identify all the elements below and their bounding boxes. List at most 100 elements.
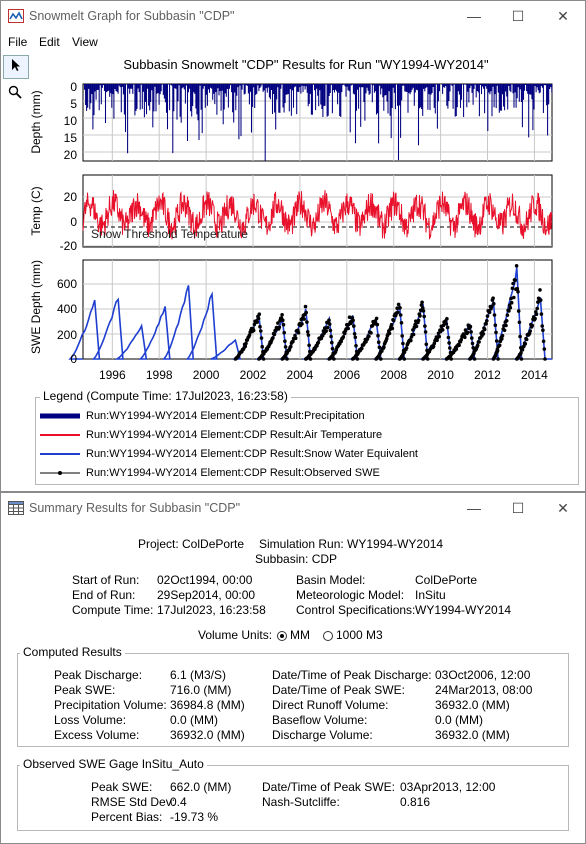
observed-swe-point — [423, 324, 427, 328]
observed-swe-point — [399, 321, 404, 325]
volume-units-1000m3-option[interactable]: 1000 M3 — [323, 628, 383, 642]
zoom-tool-button[interactable] — [3, 83, 27, 105]
observed-swe-point — [493, 323, 498, 327]
swe-tick-0: 0 — [70, 352, 77, 366]
magnifier-icon — [8, 85, 22, 99]
close-button[interactable]: ✕ — [557, 8, 569, 24]
observed-peak-swe-value: 662.0 (MM) — [170, 780, 232, 794]
observed-swe-point — [352, 332, 357, 336]
precip-ylabel: Depth (mm) — [29, 90, 43, 153]
baseflow-volume-value: 0.0 (MM) — [435, 713, 483, 727]
mm-radio[interactable] — [277, 631, 287, 641]
observed-swe-point — [260, 344, 265, 349]
observed-swe-point — [281, 318, 285, 322]
observed-swe-point — [516, 309, 521, 313]
observed-swe-point — [492, 313, 497, 317]
observed-swe-point — [459, 337, 464, 342]
menu-view[interactable]: View — [72, 35, 98, 49]
observed-swe-points — [233, 264, 547, 361]
observed-swe-point — [468, 324, 473, 329]
observed-swe-point — [352, 324, 356, 328]
pointer-icon — [12, 59, 20, 71]
peak-discharge-time-value: 03Oct2006, 12:00 — [435, 668, 531, 682]
basin-model-label: Basin Model: — [296, 573, 366, 587]
snowmelt-graph-window: Snowmelt Graph for Subbasin "CDP" — ☐ ✕ … — [0, 0, 586, 492]
observed-swe-point — [400, 334, 405, 338]
observed-swe-point — [398, 313, 403, 317]
observed-swe-point — [423, 330, 428, 334]
observed-swe-point — [504, 323, 508, 328]
summary-maximize-button[interactable]: ☐ — [511, 500, 525, 516]
observed-swe-point — [543, 357, 547, 361]
observed-swe-point — [303, 304, 308, 309]
observed-swe-point — [398, 306, 402, 310]
observed-peak-time-label: Date/Time of Peak SWE: — [262, 780, 395, 794]
precip-tick-5: 5 — [70, 97, 77, 111]
observed-swe-point — [306, 333, 311, 337]
observed-swe-point — [285, 357, 289, 361]
menu-file[interactable]: File — [8, 35, 28, 49]
observed-swe-point — [305, 320, 309, 324]
minimize-button[interactable]: — — [467, 8, 481, 24]
graph-titlebar[interactable]: Snowmelt Graph for Subbasin "CDP" — ☐ ✕ — [1, 1, 585, 31]
observed-swe-point — [351, 318, 355, 323]
observed-swe-point — [517, 320, 522, 325]
observed-swe-point — [330, 340, 334, 345]
observed-swe-title: Observed SWE Gage InSitu_Auto — [20, 757, 207, 771]
summary-window-title: Summary Results for Subbasin "CDP" — [29, 501, 241, 515]
x-tick-label: 2006 — [333, 368, 360, 382]
observed-swe-point — [327, 322, 332, 326]
app-logo-icon — [8, 9, 24, 23]
x-tick-label: 2008 — [380, 368, 407, 382]
observed-swe-point — [420, 300, 424, 305]
observed-swe-point — [293, 336, 298, 341]
legend-swatches — [40, 413, 80, 475]
precip-tick-20: 20 — [64, 148, 78, 162]
observed-swe-point — [291, 339, 295, 344]
observed-swe-point — [418, 314, 422, 318]
legend-label-temp: Run:WY1994-WY2014 Element:CDP Result:Air… — [86, 429, 383, 441]
menu-edit[interactable]: Edit — [39, 35, 60, 49]
pointer-tool-button[interactable] — [3, 55, 29, 79]
maximize-button[interactable]: ☐ — [511, 8, 525, 24]
observed-swe-point — [422, 314, 427, 319]
legend-title: Legend (Compute Time: 17Jul2023, 16:23:5… — [40, 389, 291, 403]
summary-titlebar[interactable]: Summary Results for Subbasin "CDP" — ☐ ✕ — [1, 493, 585, 523]
observed-swe-point — [257, 312, 262, 316]
observed-swe-point — [510, 286, 515, 291]
observed-swe-point — [515, 286, 520, 291]
precip-volume-value: 36984.8 (MM) — [170, 698, 245, 712]
summary-close-button[interactable]: ✕ — [557, 500, 569, 516]
observed-swe-point — [329, 334, 333, 339]
control-spec-label: Control Specifications: — [296, 603, 416, 617]
observed-swe-point — [539, 312, 544, 316]
peak-swe-time-value: 24Mar2013, 08:00 — [435, 683, 533, 697]
observed-swe-point — [283, 345, 288, 349]
1000m3-radio[interactable] — [323, 631, 333, 641]
compute-time-value: 17Jul2023, 16:23:58 — [157, 603, 266, 617]
observed-swe-point — [538, 298, 543, 302]
observed-swe-point — [512, 295, 516, 300]
observed-swe-point — [244, 341, 248, 346]
x-tick-label: 2014 — [521, 368, 548, 382]
project-label: Project: ColDePorte — [138, 537, 245, 551]
volume-units-mm-option[interactable]: MM — [277, 628, 310, 642]
observed-swe-point — [308, 357, 313, 361]
observed-swe-point — [341, 335, 346, 339]
observed-swe-point — [540, 324, 544, 328]
observed-peak-time-value: 03Apr2013, 12:00 — [400, 780, 496, 794]
observed-swe-point — [494, 330, 498, 335]
observed-swe-point — [409, 338, 413, 343]
summary-minimize-button[interactable]: — — [467, 500, 481, 516]
observed-peak-swe-label: Peak SWE: — [91, 780, 153, 794]
observed-swe-point — [502, 328, 507, 333]
observed-swe-point — [520, 348, 525, 352]
observed-swe-point — [258, 324, 262, 329]
observed-swe-point — [524, 337, 529, 342]
swe-tick-400: 400 — [57, 302, 77, 316]
graph-window-title: Snowmelt Graph for Subbasin "CDP" — [29, 9, 235, 23]
observed-swe-point — [300, 322, 304, 326]
observed-swe-point — [414, 324, 419, 329]
direct-runoff-label: Direct Runoff Volume: — [272, 698, 389, 712]
observed-swe-point — [354, 344, 358, 348]
